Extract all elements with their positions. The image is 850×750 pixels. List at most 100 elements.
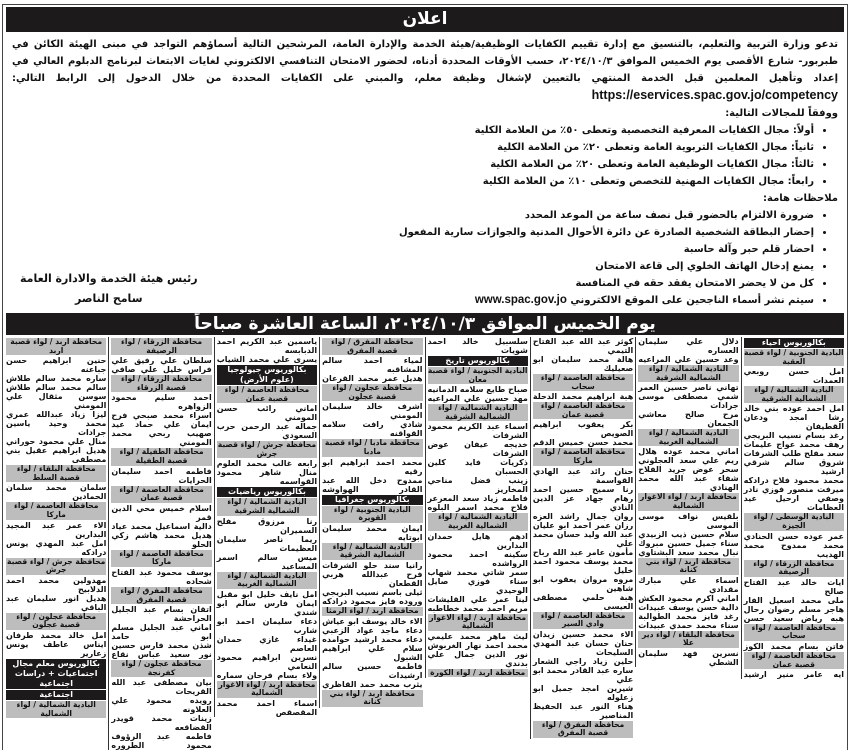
candidate-name: سمر شاتي محمد شهاب [427,567,528,577]
candidate-column: محافظة الزرقاء / لواء الرصيفة سلطان علي ر… [108,337,213,750]
competency-link[interactable]: https://eservices.spac.gov.jo/competency [591,88,838,102]
candidate-name: بيان مصطفى عبد الله القريحات [111,678,212,697]
candidate-name: شمي مصطفى موسى جرادات [638,392,739,411]
candidate-column: كوثر عبد الله عبد الفتاح التيمي هالة محمد… [529,337,635,739]
district-heading: محافظة العاصمة / لواء قصبة عمان [532,401,634,420]
candidate-name: مأمون عامر عبد الله رباح [532,547,634,557]
major-heading: بكالوريوس معلم مجال اجتماعيات + دراسات ا… [6,658,107,689]
candidate-name: زينات محمد قويدر القضاقعه [111,714,212,733]
candidate-name: سلطان علي رفيق علي [111,356,212,366]
candidate-name: دعاء محمد ارشيد حوامده [322,634,423,644]
candidate-name: فاطمه عبد الرؤوف محمود الطروره [111,732,212,750]
district-heading: محافظة اربد / لواء بني كنانة [638,557,739,575]
district-heading: محافظة عجلون / لواء كفرنجة [111,659,212,678]
district-heading: البادية الجنوبية / لواء قصبة العقبة [743,348,844,367]
candidate-name: وصفي ارحيل عيد العظامات [743,494,844,513]
candidate-name: فاطمه حسين سالم ارشيدات [322,661,423,680]
candidate-name: ولاء بسام فرحان سماره [216,670,318,680]
candidate-name: اماني محمد عوده هلال [638,447,739,457]
candidate-name: ايمان فارس سالم ابو شندي [216,598,318,617]
candidate-name: ياسمين عبد الكريم احمد الدبابسه [216,337,318,355]
candidate-name: الاء محمد حسين زيدان [532,629,634,639]
signature-role: رئيس هيئة الخدمة والادارة العامة [20,272,198,285]
field-item: ثالثاً: مجال الكفايات الوظيفية العامة وت… [6,156,814,173]
candidate-name: نبال محمد سعد البشتاوي [638,547,739,557]
candidate-name: مهدولين محمد احمد الدلابيح [6,575,107,594]
major-heading: بكالوريوس احياء [743,338,844,348]
candidate-name: ايناس عاطف يونس زعارير [6,639,107,658]
candidate-name: روان جمال راشد العزه [532,511,634,521]
district-heading: محافظة اربد / لواء الاغوار الشمالية [638,492,739,511]
district-heading: محافظة اربد / لواء الكورة [427,668,528,678]
district-heading: محافظة الزرقاء / لواء الرصيفة [743,559,844,577]
field-item: أولاً: مجال الكفايات المعرفية التخصصية و… [6,122,814,139]
district-heading: البادية الشمالية / لواء الشمالية الغربية [216,571,318,589]
note-item: سيتم نشر أسماء الناجحين على الموقع الالك… [399,292,814,309]
candidate-name: رزان عمر احمد ابو عليان [532,520,634,530]
candidate-name: شذن محمد فارس حسين [111,641,212,651]
candidate-name: يثرب محمد حمد القاظري [322,679,423,689]
candidate-name: رنا مرزوق مفلح السميران [216,516,318,535]
candidate-name: سعد مفلح طلب الشرفات [743,449,844,459]
candidate-name: حنان حسان عبد المهدي السليحات [532,638,634,657]
candidate-name: اماني عبد الجليل مسلم ابو حامد [111,623,212,642]
candidate-name: هبه رياض سعيد حسن [743,613,844,623]
candidate-name: صباح طايع سلامه الدمانيه [427,385,528,395]
district-heading: محافظة جرش / لواء قصبة جرش [216,440,318,459]
candidate-name: مريم احمد محمد خطاطبه [427,603,528,613]
candidate-name: لمياء احمد سالم المشاقبه [322,356,423,375]
candidate-name: ايمان محمد سليمان ابوتايه [322,523,423,542]
district-heading: محافظة العاصمة / لواء سحاب [743,623,844,641]
candidate-name: سلسبيل خالد احمد شويات [427,337,528,355]
candidate-name: مروه مروان يعقوب ابو شاهين [532,574,634,593]
candidate-name: محمد ممدوح محمد الهديب [743,540,844,559]
candidate-name: هبة حلمي مصطفى العيسى [532,592,634,611]
candidate-name: مرح صالح معاشي الجمعان [638,410,739,429]
spac-link[interactable]: www.spac.gov.jo [474,294,567,306]
candidate-name: محمد حسن خميس الدقم [532,438,634,448]
candidate-name: خديجه عيفان عوض الشرفات [427,440,528,459]
candidate-name: منال علي محمود حوراني [6,437,107,447]
district-heading: محافظة الطفيلة / لواء قصبة الطفيلة [111,448,212,466]
notes-list: ضرورة الالتزام بالحضور قبل نصف ساعة من ا… [399,207,844,309]
candidate-name: عبد الله وليد حسان محمد علي [532,529,634,548]
candidate-name: احمد سليم محمود الزواهره [111,393,212,412]
candidate-name: اسماء عبد الكريم محمود الشرفات [427,422,528,441]
candidate-name: ادهم هايل حمدان البدارين [427,531,528,550]
candidate-name: امل احمد عوده بني خالد [743,404,844,414]
district-heading: محافظة اربد / لواء بني كنانة [322,689,423,707]
district-heading: البادية الجنوبية / لواء القويرة [322,505,423,523]
district-heading: البادية الشمالية / لواء الشمالية الغربية [638,428,739,447]
district-heading: محافظة المفرق / لواء قصبة المفرق [111,586,212,605]
candidate-name: شروق سالم شرقي ارشيد [743,458,844,477]
candidate-name: ايات خالد عبد الفتاح صالح [743,577,844,596]
candidate-name: دعاء سليمان احمد ابو شارب [216,616,318,635]
candidate-name: دعاء ماجد عواد الزعبي [322,625,423,635]
district-heading: محافظة اربد / لواء الرمثا [322,606,423,616]
schedule-banner: يوم الخميس الموافق ٢٠٢٤/١٠/٣، الساعة الع… [6,313,844,335]
candidate-name: غيداء غازي حمدان العاصم [216,634,318,653]
candidate-name: امل عبد المهدي يونس درادكه [6,538,107,557]
candidate-name: ايمان علي حماد عيد [111,420,212,430]
district-heading: البادية الشمالية / لواء الشمالية الشرقية [427,403,528,422]
candidate-name: سلام علي ابراهيم الشبول [322,643,423,662]
candidate-name: اتقان بسام عبد الجليل الحراحشة [111,605,212,624]
candidate-name: سحر عوض جريد الفلاح [638,465,739,475]
candidate-name: ممدوح دخل الله عبد القادر الهواوشه [322,475,423,494]
candidate-name: مهد حسين علي المراعيه [427,394,528,404]
candidate-name: الاء عمر عبد المجيد البدارين [6,520,107,539]
candidate-column: ياسمين عبد الكريم احمد الدبابسه يسرى علي … [213,337,319,717]
candidate-name: صهيب ربحي محمد المومني [111,429,212,448]
candidate-name: اسراء محمد صبحي فرح [111,411,212,421]
district-heading: محافظة العاصمة / لواء ماركا [6,502,107,520]
candidate-name: سناء جميل حسين مبروك [638,538,739,548]
district-heading: محافظة العاصمة / لواء قصبة عمان [216,385,318,404]
field-item: ثانياً: مجال الكفايات التربوية العامة وت… [6,139,814,156]
candidate-name: ميرفت منصور فوزي نادر [743,485,844,495]
note-item: إحضار البطاقة الشخصية الصادرة عن دائرة ا… [399,224,814,241]
candidate-name: سوسن مثقال علي المومني [6,392,107,411]
candidate-name: ساره عبد القادر محمد ابو علي [532,665,634,684]
candidate-name: فراس خليل علي صافي [111,365,212,375]
candidate-name: اسماء علي مبارك مقدادي [638,575,739,594]
candidate-name: نسرين ابراهيم محمود النعامي [216,652,318,671]
